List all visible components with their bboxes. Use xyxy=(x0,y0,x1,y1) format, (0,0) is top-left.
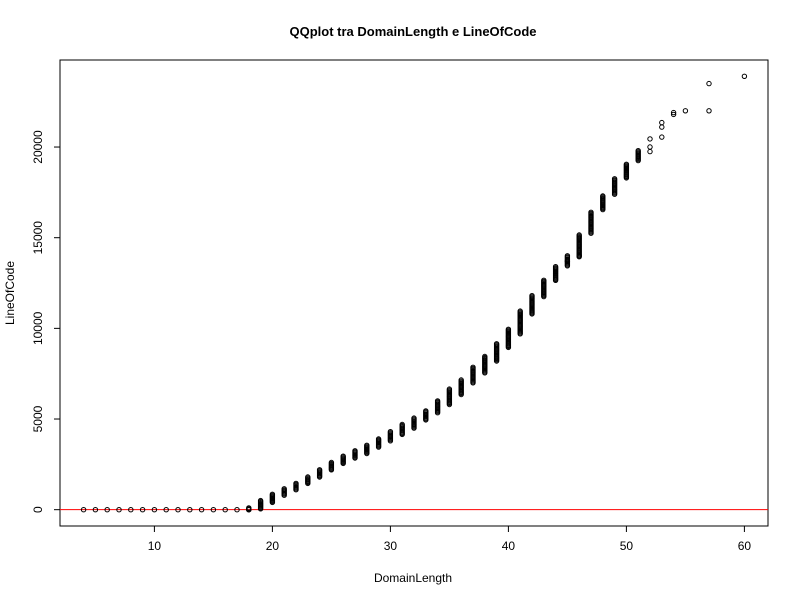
data-point xyxy=(104,507,110,513)
data-point xyxy=(529,293,535,299)
data-point xyxy=(635,148,641,154)
data-point xyxy=(116,507,122,513)
x-axis: 10 20 30 40 50 60 xyxy=(148,526,752,553)
data-point xyxy=(305,474,311,480)
data-point xyxy=(151,507,158,513)
data-point xyxy=(682,108,689,114)
data-point xyxy=(175,507,181,513)
x-tick-label: 20 xyxy=(266,539,280,553)
data-point xyxy=(163,507,169,513)
data-point xyxy=(623,161,630,168)
data-point xyxy=(80,507,87,513)
data-points xyxy=(80,73,748,513)
data-point xyxy=(246,505,252,511)
data-point xyxy=(611,176,618,182)
data-point xyxy=(670,109,677,116)
data-point xyxy=(139,507,146,513)
data-point xyxy=(352,448,358,454)
data-point xyxy=(706,108,712,114)
y-tick-label: 0 xyxy=(31,506,45,513)
data-point xyxy=(234,507,240,513)
data-point xyxy=(670,111,677,118)
data-point xyxy=(375,436,382,442)
data-point xyxy=(269,491,276,497)
x-tick-label: 50 xyxy=(620,539,634,553)
plot-frame xyxy=(59,59,769,527)
data-point xyxy=(706,80,712,87)
data-point xyxy=(399,421,405,428)
data-point xyxy=(517,308,523,314)
y-tick-label: 15000 xyxy=(31,221,45,255)
data-point xyxy=(659,134,665,140)
data-point xyxy=(222,507,228,513)
data-point xyxy=(576,253,582,259)
data-point xyxy=(493,341,500,347)
data-point xyxy=(198,507,205,513)
data-point xyxy=(647,148,653,155)
data-point xyxy=(423,408,429,414)
data-point xyxy=(659,124,665,130)
data-point xyxy=(293,480,299,487)
y-axis: 0 5000 10000 15000 20000 xyxy=(31,130,60,513)
y-tick-label: 10000 xyxy=(31,311,45,345)
data-point xyxy=(541,277,547,283)
data-point xyxy=(128,507,134,513)
x-tick-label: 40 xyxy=(502,539,516,553)
data-point xyxy=(564,258,571,264)
data-point xyxy=(458,377,464,383)
y-tick-label: 20000 xyxy=(31,130,45,164)
data-point xyxy=(364,442,370,448)
y-axis-label: LineOfCode xyxy=(3,261,17,325)
y-tick-label: 5000 xyxy=(31,405,45,432)
data-point xyxy=(387,429,394,435)
x-tick-label: 30 xyxy=(384,539,398,553)
data-point xyxy=(647,136,653,142)
data-point xyxy=(741,73,748,80)
data-point xyxy=(600,193,606,199)
data-point xyxy=(647,144,653,150)
data-point xyxy=(340,453,346,459)
data-point xyxy=(316,467,323,473)
x-axis-label: DomainLength xyxy=(374,571,452,585)
data-point xyxy=(434,398,441,404)
data-point xyxy=(210,507,217,513)
data-point xyxy=(446,386,453,392)
data-point xyxy=(92,507,99,513)
data-point xyxy=(588,209,594,216)
x-tick-label: 10 xyxy=(148,539,162,553)
data-point xyxy=(257,497,264,504)
chart-title: QQplot tra DomainLength e LineOfCode xyxy=(290,24,537,39)
data-point xyxy=(411,415,417,421)
data-point xyxy=(564,253,571,259)
data-point xyxy=(576,232,582,238)
x-tick-label: 60 xyxy=(738,539,752,553)
data-point xyxy=(470,364,476,370)
data-point xyxy=(187,507,193,513)
data-point xyxy=(328,459,335,466)
data-point xyxy=(659,119,665,126)
data-point xyxy=(281,486,287,492)
data-point xyxy=(552,264,559,270)
data-point xyxy=(505,326,512,332)
data-point xyxy=(482,353,488,360)
